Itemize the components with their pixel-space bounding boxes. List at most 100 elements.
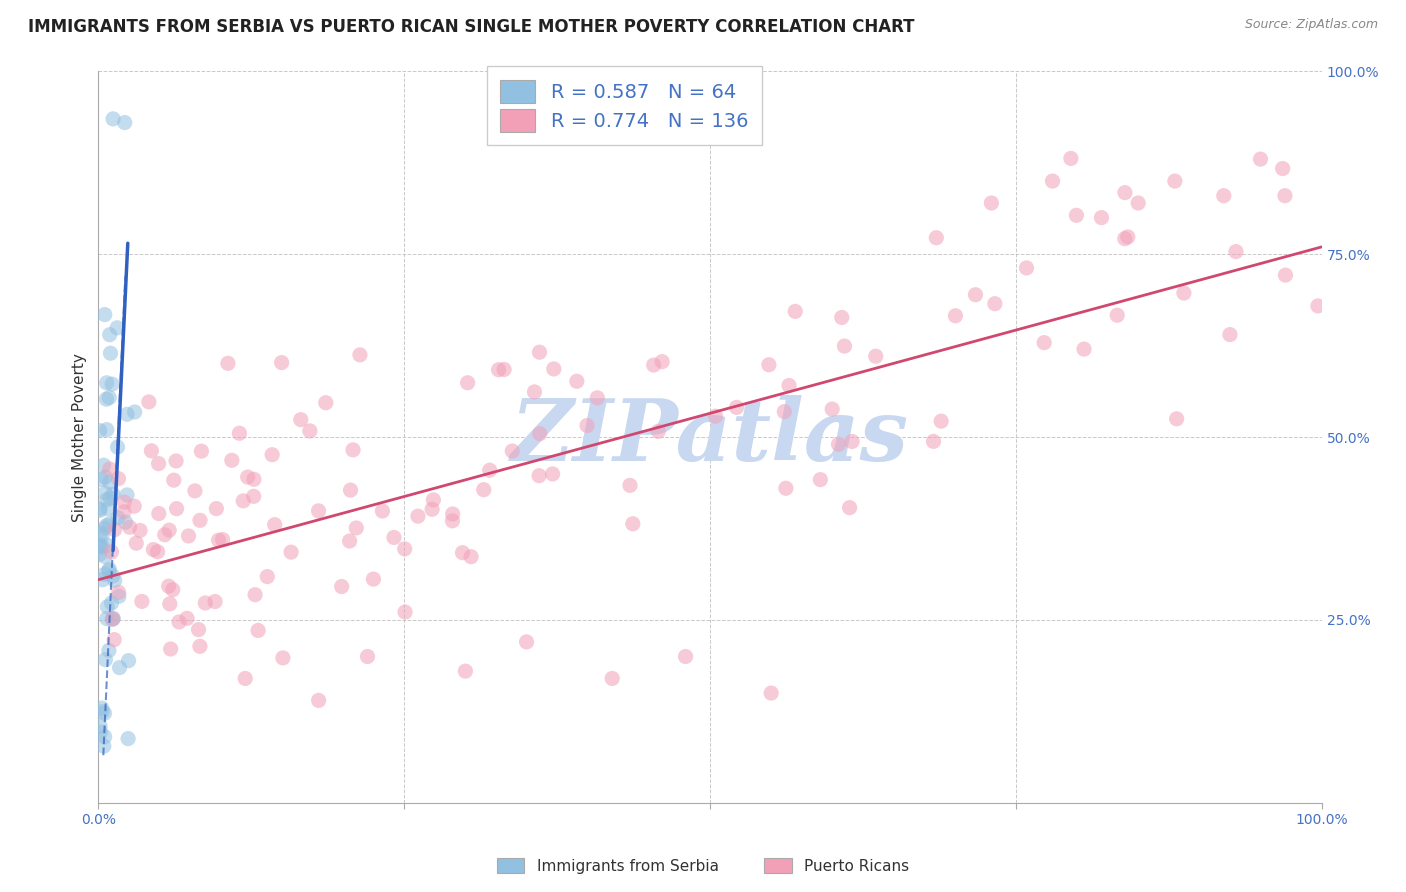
Point: [838, 500, 860, 515]
Point: [122, 499, 145, 513]
Point: [576, 418, 599, 433]
Point: [315, 395, 337, 409]
Point: [101, 487, 124, 501]
Point: [129, 524, 152, 538]
Point: [1114, 186, 1136, 200]
Point: [108, 660, 131, 674]
Point: [600, 672, 623, 686]
Point: [980, 196, 1002, 211]
Legend: Immigrants from Serbia, Puerto Ricans: Immigrants from Serbia, Puerto Ricans: [491, 852, 915, 880]
Point: [704, 409, 727, 424]
Point: [451, 546, 474, 560]
Point: [271, 651, 294, 665]
Point: [472, 483, 495, 497]
Point: [97, 564, 120, 578]
Point: [1306, 299, 1329, 313]
Point: [1060, 152, 1083, 166]
Point: [184, 483, 207, 498]
Point: [115, 488, 138, 502]
Point: [775, 481, 797, 495]
Point: [98, 562, 121, 576]
Point: [827, 437, 849, 451]
Point: [148, 507, 170, 521]
Point: [101, 612, 124, 626]
Point: [89, 719, 111, 733]
Point: [211, 533, 233, 547]
Point: [233, 672, 256, 686]
Point: [153, 528, 176, 542]
Point: [91, 573, 114, 587]
Point: [117, 731, 139, 746]
Point: [89, 526, 111, 541]
Point: [166, 501, 188, 516]
Point: [125, 536, 148, 550]
Point: [501, 444, 523, 458]
Point: [831, 310, 853, 325]
Point: [96, 492, 118, 507]
Point: [98, 462, 121, 476]
Point: [1073, 342, 1095, 356]
Point: [394, 541, 416, 556]
Point: [205, 501, 228, 516]
Point: [1128, 196, 1150, 211]
Point: [107, 585, 129, 599]
Point: [1173, 286, 1195, 301]
Point: [146, 545, 169, 559]
Point: [725, 401, 748, 415]
Point: [785, 304, 807, 318]
Point: [100, 596, 122, 610]
Point: [159, 597, 181, 611]
Point: [163, 473, 186, 487]
Point: [1274, 268, 1296, 282]
Point: [929, 414, 952, 428]
Point: [217, 356, 239, 370]
Point: [117, 654, 139, 668]
Point: [778, 378, 800, 392]
Point: [821, 402, 844, 417]
Point: [339, 534, 361, 549]
Point: [460, 549, 482, 564]
Point: [263, 517, 285, 532]
Point: [494, 362, 516, 376]
Point: [112, 495, 135, 509]
Point: [94, 549, 117, 564]
Point: [114, 115, 136, 129]
Point: [243, 588, 266, 602]
Point: [93, 706, 115, 721]
Point: [157, 523, 180, 537]
Point: [262, 448, 284, 462]
Point: [773, 405, 796, 419]
Text: ZIPatlas: ZIPatlas: [510, 395, 910, 479]
Point: [339, 483, 361, 497]
Point: [308, 504, 330, 518]
Point: [89, 538, 111, 552]
Point: [984, 296, 1007, 310]
Point: [1164, 174, 1187, 188]
Point: [94, 521, 117, 535]
Point: [188, 640, 211, 654]
Point: [761, 686, 783, 700]
Point: [422, 492, 444, 507]
Point: [586, 391, 609, 405]
Point: [363, 572, 385, 586]
Point: [242, 489, 264, 503]
Point: [89, 503, 111, 517]
Point: [841, 434, 863, 449]
Point: [1042, 174, 1064, 188]
Point: [124, 405, 146, 419]
Point: [96, 423, 118, 437]
Point: [965, 287, 987, 301]
Point: [98, 391, 121, 405]
Point: [356, 649, 378, 664]
Point: [159, 642, 181, 657]
Point: [104, 523, 127, 537]
Point: [91, 540, 114, 554]
Point: [441, 514, 464, 528]
Point: [207, 533, 229, 548]
Point: [91, 705, 114, 719]
Point: [96, 518, 118, 533]
Point: [221, 453, 243, 467]
Legend: R = 0.587   N = 64, R = 0.774   N = 136: R = 0.587 N = 64, R = 0.774 N = 136: [486, 66, 762, 145]
Point: [394, 605, 416, 619]
Point: [100, 545, 122, 559]
